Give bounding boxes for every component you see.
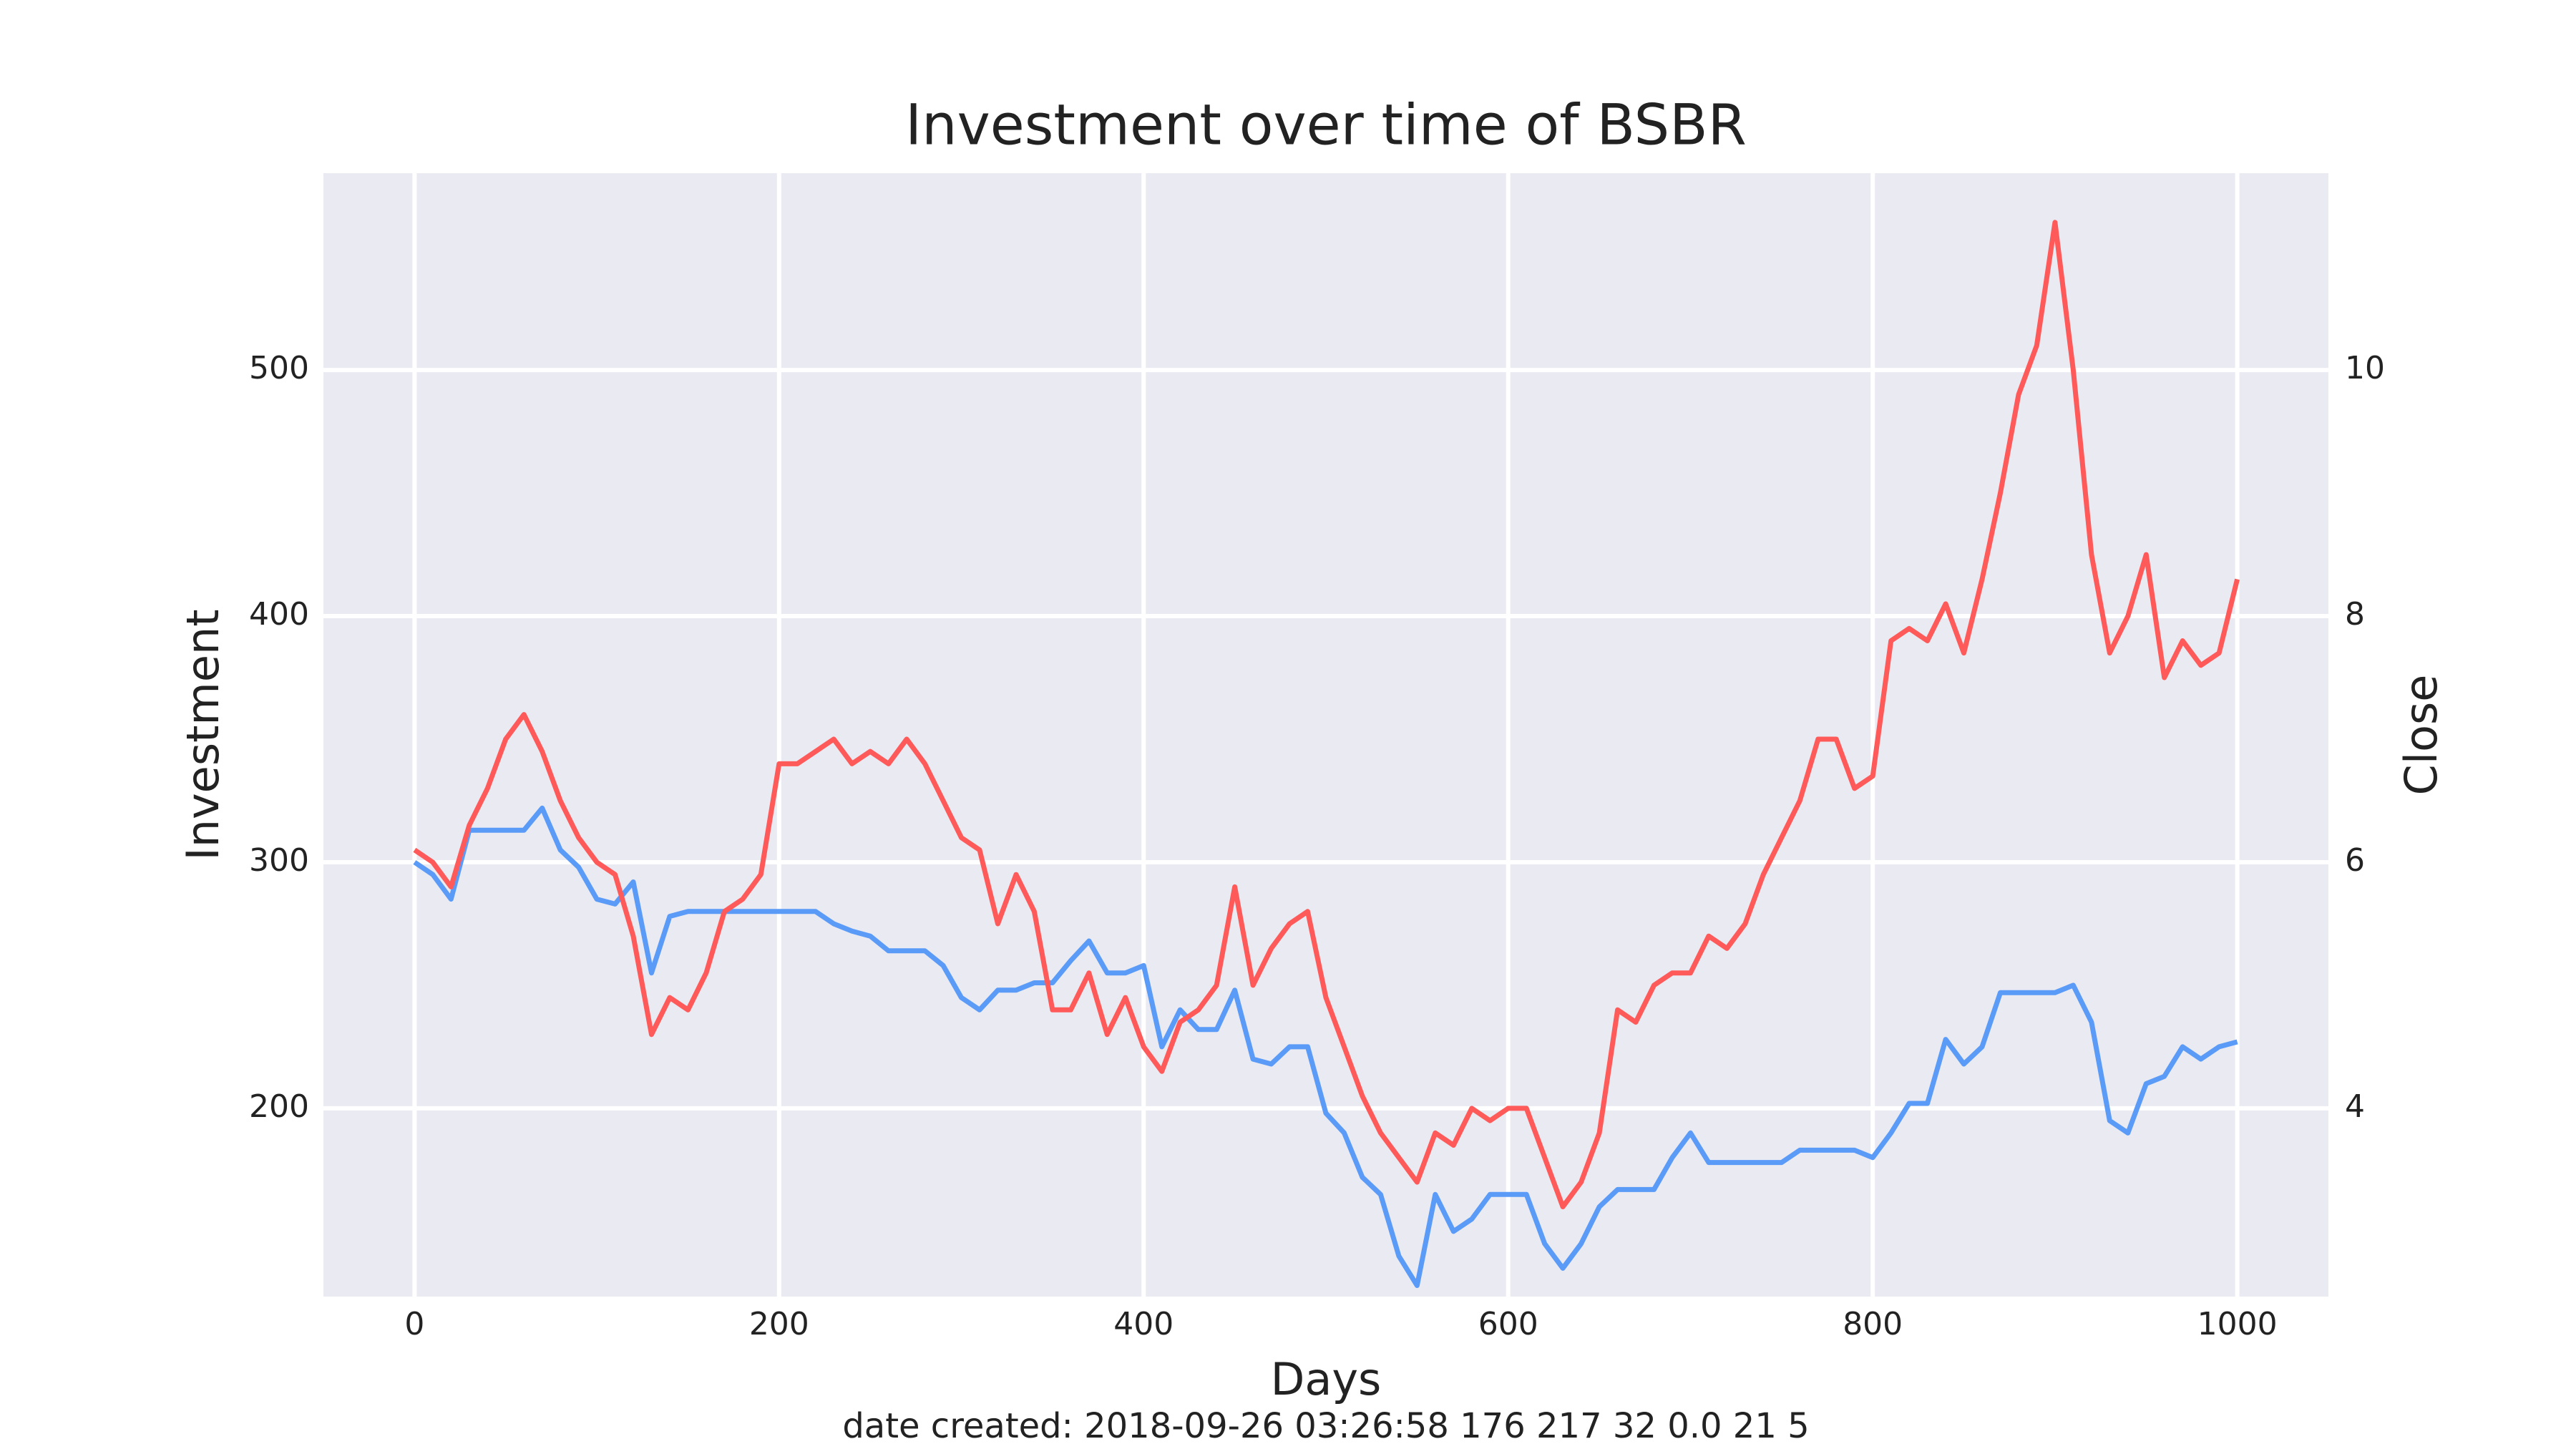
x-tick-label: 400 bbox=[1113, 1306, 1174, 1342]
y2-tick-label: 8 bbox=[2345, 596, 2365, 633]
y2-axis-label: Close bbox=[2395, 675, 2447, 796]
x-tick-label: 0 bbox=[404, 1306, 424, 1342]
y-tick-label: 500 bbox=[249, 350, 309, 386]
series-line bbox=[413, 805, 2238, 1288]
y2-tick-label: 6 bbox=[2345, 842, 2365, 879]
series-line bbox=[413, 220, 2240, 1209]
y-tick-label: 200 bbox=[249, 1088, 309, 1125]
footer-note: date created: 2018-09-26 03:26:58 176 21… bbox=[842, 1406, 1809, 1446]
x-axis-label: Days bbox=[1271, 1353, 1382, 1405]
x-tick-label: 200 bbox=[749, 1306, 809, 1342]
y-axis-label: Investment bbox=[177, 609, 229, 860]
x-tick-label: 1000 bbox=[2197, 1306, 2278, 1342]
plot-area bbox=[323, 173, 2328, 1297]
y-tick-label: 400 bbox=[249, 596, 309, 633]
y-tick-label: 300 bbox=[249, 842, 309, 879]
chart-title: Investment over time of BSBR bbox=[905, 93, 1747, 157]
x-tick-label: 600 bbox=[1478, 1306, 1538, 1342]
y2-tick-label: 4 bbox=[2345, 1088, 2365, 1125]
x-tick-label: 800 bbox=[1843, 1306, 1903, 1342]
y2-tick-label: 10 bbox=[2345, 350, 2385, 386]
